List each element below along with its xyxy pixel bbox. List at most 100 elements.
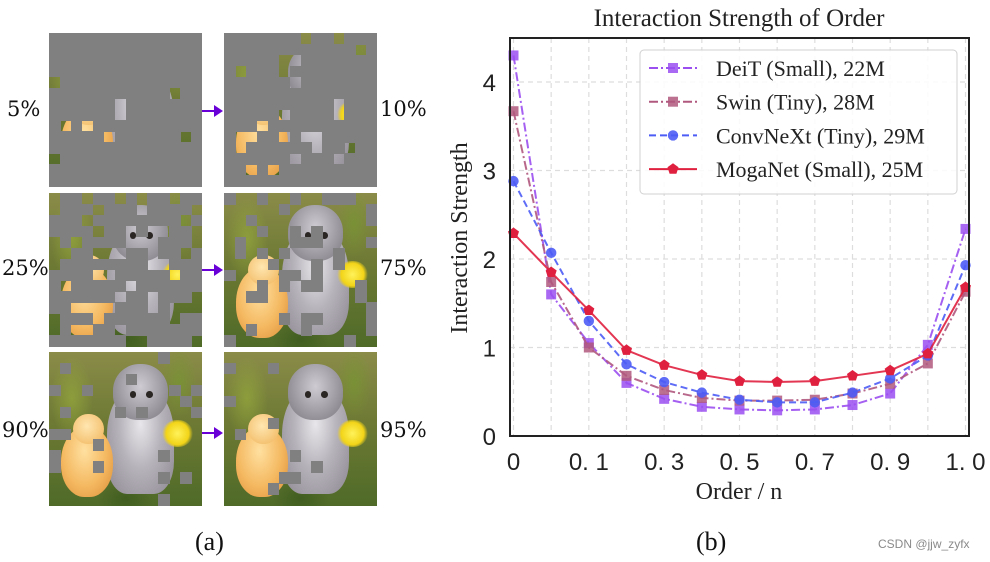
series bbox=[507, 50, 972, 416]
data-point bbox=[809, 404, 820, 415]
data-point bbox=[809, 397, 821, 408]
data-point bbox=[583, 342, 594, 353]
arrow-icon bbox=[202, 427, 223, 439]
data-point bbox=[771, 397, 783, 408]
ratio-label: 5% bbox=[7, 97, 41, 121]
caption-a: (a) bbox=[195, 527, 224, 556]
ratio-label: 25% bbox=[2, 256, 49, 280]
x-axis-label: Order / n bbox=[696, 479, 783, 505]
masked-image-25pct bbox=[49, 193, 202, 347]
data-point bbox=[885, 388, 896, 399]
data-point bbox=[546, 277, 557, 288]
legend-marker bbox=[668, 63, 678, 73]
masked-image-95pct bbox=[224, 352, 377, 506]
mask-patches bbox=[49, 33, 202, 187]
data-point bbox=[621, 370, 632, 381]
series-2 bbox=[508, 175, 971, 408]
data-point bbox=[847, 387, 858, 398]
ratio-label: 10% bbox=[380, 97, 427, 121]
x-tick-label: 0. 1 bbox=[569, 449, 609, 476]
legend-label: Swin (Tiny), 28M bbox=[716, 90, 875, 115]
data-point bbox=[922, 358, 933, 369]
masked-image-90pct bbox=[49, 352, 202, 506]
data-point bbox=[696, 387, 708, 398]
data-point bbox=[772, 405, 783, 416]
legend-marker bbox=[667, 163, 679, 174]
y-axis-label: Interaction Strength bbox=[447, 142, 473, 333]
legend-marker bbox=[667, 130, 679, 141]
y-tick-label: 0 bbox=[483, 424, 496, 451]
mask-patches bbox=[49, 352, 202, 506]
masked-image-10pct bbox=[224, 33, 377, 187]
legend-label: DeiT (Small), 22M bbox=[716, 56, 885, 81]
mask-patches bbox=[224, 193, 377, 347]
data-point bbox=[583, 304, 595, 316]
legend-box bbox=[639, 49, 958, 195]
data-point bbox=[696, 392, 707, 403]
data-point bbox=[508, 50, 519, 61]
data-point bbox=[847, 400, 858, 411]
x-tick-label: 1. 0 bbox=[945, 449, 985, 476]
x-tick-label: 0 bbox=[507, 449, 520, 476]
ratio-label: 75% bbox=[380, 256, 427, 280]
data-point bbox=[583, 315, 595, 327]
caption-b: (b) bbox=[696, 527, 727, 556]
x-tick-label: 0. 7 bbox=[795, 449, 835, 476]
y-tick-label: 3 bbox=[483, 159, 496, 186]
data-point bbox=[734, 404, 745, 415]
legend: DeiT (Small), 22M Swin (Tiny), 28M ConvNeX… bbox=[639, 49, 958, 195]
mask-patches bbox=[224, 33, 377, 187]
data-point bbox=[960, 223, 971, 234]
legend-marker bbox=[668, 96, 678, 107]
arrow-icon bbox=[202, 264, 223, 276]
data-point bbox=[545, 247, 557, 259]
data-point bbox=[658, 359, 670, 370]
arrow-icon bbox=[202, 105, 223, 117]
data-point bbox=[734, 394, 745, 405]
data-point bbox=[546, 289, 557, 300]
data-point bbox=[659, 393, 670, 404]
data-point bbox=[658, 376, 670, 388]
data-point bbox=[733, 375, 746, 386]
y-tick-label: 2 bbox=[483, 247, 496, 274]
legend-entry: DeiT (Small), 22M bbox=[649, 56, 885, 81]
masked-image-75pct bbox=[224, 193, 377, 347]
data-point bbox=[696, 401, 707, 412]
x-tick-label: 0. 9 bbox=[870, 449, 910, 476]
x-tick-label: 0. 5 bbox=[719, 449, 759, 476]
legend-entry: Swin (Tiny), 28M bbox=[649, 90, 875, 115]
y-ticks: 0 1 2 3 4 bbox=[483, 70, 496, 451]
data-point bbox=[809, 375, 821, 386]
data-point bbox=[922, 339, 933, 350]
x-tick-label: 0. 3 bbox=[644, 449, 684, 476]
plot-frame bbox=[509, 37, 970, 437]
ratio-label: 90% bbox=[2, 418, 49, 442]
data-point bbox=[846, 370, 859, 381]
legend-entry: MogaNet (Small), 25M bbox=[649, 157, 923, 182]
mask-patches bbox=[224, 352, 377, 506]
legend-label: MogaNet (Small), 25M bbox=[716, 157, 923, 182]
ratio-label: 95% bbox=[380, 418, 427, 442]
chart-title: Interaction Strength of Order bbox=[594, 5, 886, 32]
data-point bbox=[885, 378, 896, 389]
legend-entry: ConvNeXt (Tiny), 29M bbox=[649, 123, 925, 148]
data-point bbox=[884, 373, 896, 384]
data-point bbox=[620, 344, 633, 355]
data-point bbox=[621, 377, 632, 388]
watermark: CSDN @jjw_zyfx bbox=[878, 537, 970, 551]
data-point bbox=[508, 106, 519, 117]
data-point bbox=[771, 376, 783, 387]
data-point bbox=[621, 359, 632, 370]
data-point bbox=[545, 266, 557, 277]
y-tick-label: 1 bbox=[483, 336, 496, 363]
x-ticks: 0 0. 1 0. 3 0. 5 0. 7 0. 9 1. 0 bbox=[507, 449, 986, 476]
data-point bbox=[884, 364, 896, 376]
legend-label: ConvNeXt (Tiny), 29M bbox=[716, 123, 925, 148]
y-tick-label: 4 bbox=[483, 70, 496, 97]
mask-patches bbox=[49, 193, 202, 347]
data-point bbox=[922, 347, 934, 359]
series-3 bbox=[507, 227, 972, 387]
masked-image-5pct bbox=[49, 33, 202, 187]
data-point bbox=[696, 369, 708, 380]
